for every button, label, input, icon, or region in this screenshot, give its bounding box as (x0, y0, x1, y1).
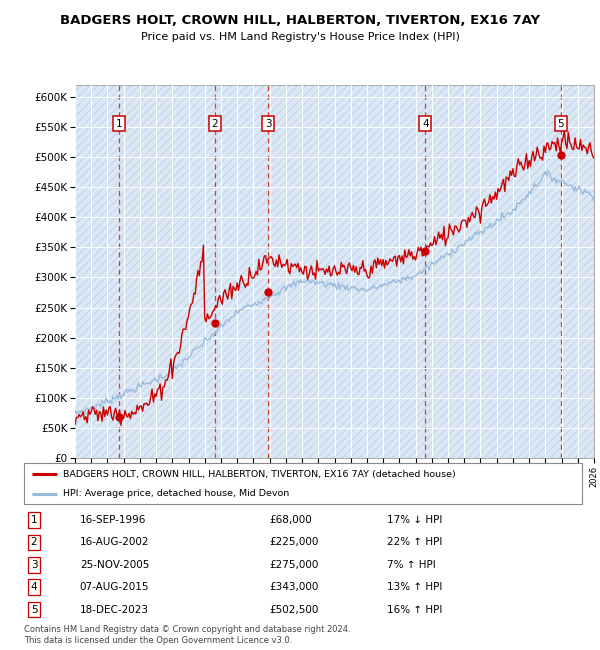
Text: BADGERS HOLT, CROWN HILL, HALBERTON, TIVERTON, EX16 7AY: BADGERS HOLT, CROWN HILL, HALBERTON, TIV… (60, 14, 540, 27)
Text: 22% ↑ HPI: 22% ↑ HPI (387, 538, 442, 547)
Text: BADGERS HOLT, CROWN HILL, HALBERTON, TIVERTON, EX16 7AY (detached house): BADGERS HOLT, CROWN HILL, HALBERTON, TIV… (63, 470, 456, 479)
Text: 17% ↓ HPI: 17% ↓ HPI (387, 515, 442, 525)
Text: Contains HM Land Registry data © Crown copyright and database right 2024.
This d: Contains HM Land Registry data © Crown c… (24, 625, 350, 645)
Text: 18-DEC-2023: 18-DEC-2023 (80, 604, 149, 614)
Text: 16-SEP-1996: 16-SEP-1996 (80, 515, 146, 525)
Text: £343,000: £343,000 (269, 582, 319, 592)
Text: HPI: Average price, detached house, Mid Devon: HPI: Average price, detached house, Mid … (63, 489, 289, 498)
Text: 13% ↑ HPI: 13% ↑ HPI (387, 582, 442, 592)
Text: 1: 1 (116, 119, 122, 129)
Text: 16% ↑ HPI: 16% ↑ HPI (387, 604, 442, 614)
Text: £225,000: £225,000 (269, 538, 319, 547)
Text: 5: 5 (31, 604, 37, 614)
Text: 3: 3 (265, 119, 271, 129)
Text: 16-AUG-2002: 16-AUG-2002 (80, 538, 149, 547)
Text: 07-AUG-2015: 07-AUG-2015 (80, 582, 149, 592)
Text: 3: 3 (31, 560, 37, 570)
Text: 1: 1 (31, 515, 37, 525)
Text: 5: 5 (557, 119, 564, 129)
Text: £502,500: £502,500 (269, 604, 319, 614)
Text: 25-NOV-2005: 25-NOV-2005 (80, 560, 149, 570)
Text: 4: 4 (31, 582, 37, 592)
Text: 4: 4 (422, 119, 428, 129)
Text: 7% ↑ HPI: 7% ↑ HPI (387, 560, 436, 570)
Text: £68,000: £68,000 (269, 515, 312, 525)
Text: 2: 2 (211, 119, 218, 129)
Text: £275,000: £275,000 (269, 560, 319, 570)
Text: Price paid vs. HM Land Registry's House Price Index (HPI): Price paid vs. HM Land Registry's House … (140, 32, 460, 42)
Text: 2: 2 (31, 538, 37, 547)
